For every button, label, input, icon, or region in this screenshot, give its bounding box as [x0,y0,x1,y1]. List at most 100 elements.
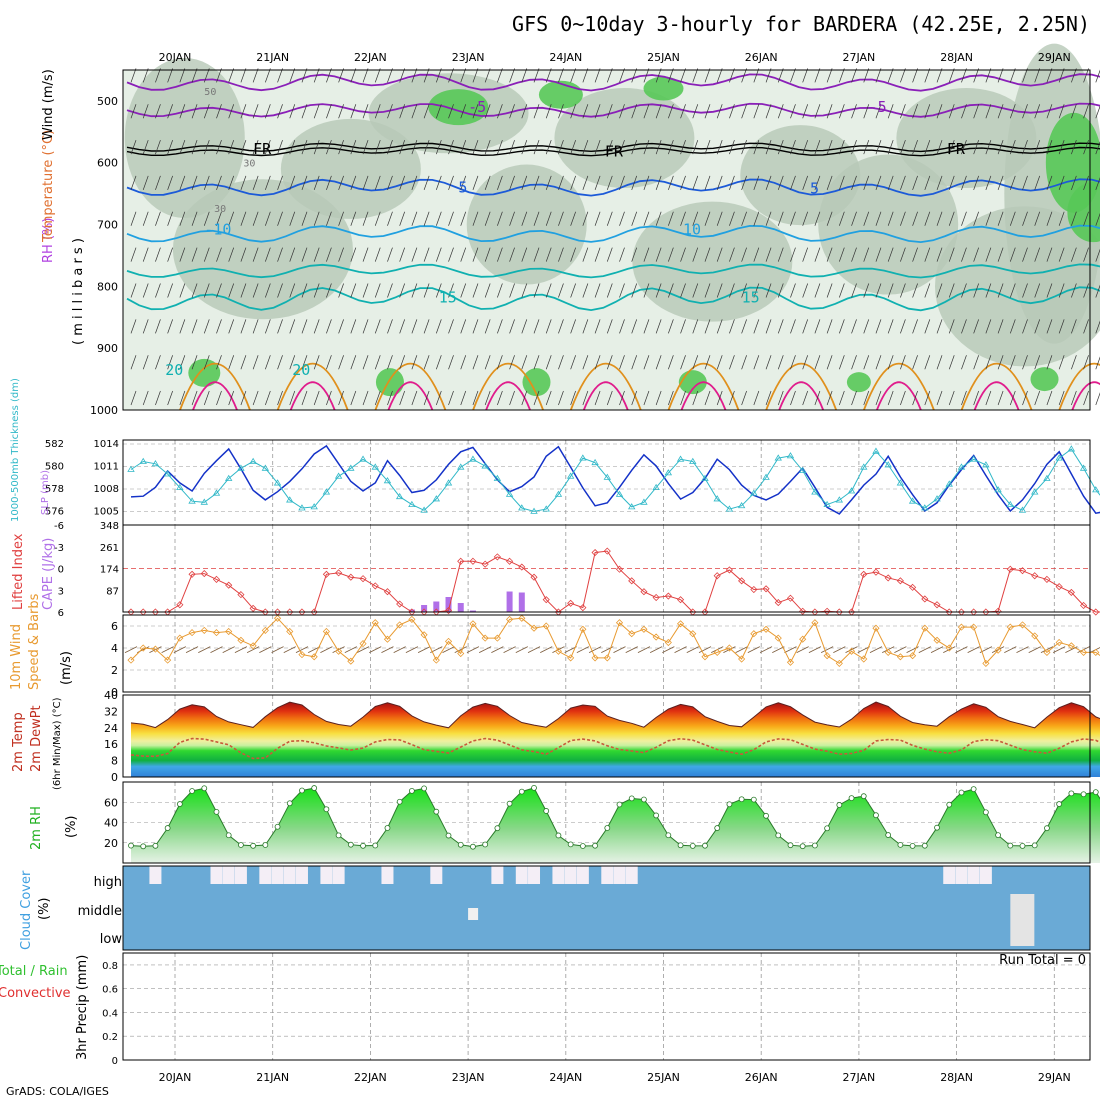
upper-wind-barb [387,355,393,370]
upper-wind-barb [1022,355,1028,370]
upper-wind-barb [1022,247,1028,262]
wind-labels: 10m Wind Speed & Barbs (m/s) [9,593,74,690]
cloud-level-high: high [94,875,122,890]
cloud-clear [332,866,345,884]
lifted-index-label: Lifted Index [11,533,26,610]
upper-wind-barb [203,68,210,83]
upper-wind-barb [704,283,711,298]
contour-diurnal [374,363,447,411]
upper-wind-barb [142,390,149,406]
contour-diurnal [1058,363,1100,411]
series-point [896,577,904,585]
upper-wind-barb [900,355,906,370]
upper-wind-barb [838,104,845,119]
series-point [835,496,844,503]
upper-wind-barb [924,283,931,298]
contour-diurnal [960,363,1033,411]
wind10-barb [332,646,345,654]
upper-wind-barb [948,319,955,334]
series-point [811,488,819,495]
series-point [494,825,501,832]
upper-wind-barb [460,104,467,119]
upper-wind-barb [240,175,247,191]
upper-wind-barb [606,283,613,298]
upper-wind-barb [533,283,540,298]
contour-label: -5 [869,98,887,116]
series-point [750,796,757,803]
upper-wind-barb [435,68,442,83]
upper-wind-barb [741,247,747,262]
upper-wind-barb [191,283,198,298]
upper-wind-barb [509,68,515,83]
series-point [994,646,1002,654]
upper-wind-barb [252,68,259,83]
slp-labels: 1000-500mb Thickness (dm) SLP (mb) [10,378,51,522]
upper-wind-barb [326,319,332,334]
wind10-barb [723,646,736,654]
upper-wind-barb [252,211,259,226]
upper-wind-barb [472,319,479,334]
upper-wind-barb [753,247,760,262]
upper-wind-barb [668,390,674,406]
upper-wind-barb [509,211,515,226]
contour-10 [126,224,1100,244]
wind10-barb [271,646,284,654]
upper-wind-barb [399,175,406,191]
upper-wind-barb [399,283,406,298]
upper-wind-barb [753,211,760,226]
series-point [823,500,831,507]
upper-wind-barb [777,355,784,370]
wind10-barb [503,646,516,654]
upper-wind-barb [167,247,173,262]
wind10-barb [466,646,480,654]
upper-wind-barb [435,319,442,334]
upper-wind-barb [1071,390,1077,406]
upper-wind-barb [704,104,711,119]
series-point [812,842,818,849]
upper-wind-barb [790,390,796,406]
upper-wind-barb [741,390,747,406]
upper-wind-barb [851,211,857,226]
upper-wind-barb [753,319,760,334]
wind10-barb [344,646,358,654]
upper-wind-barb [692,283,699,298]
upper-wind-barb [179,68,186,83]
upper-wind-barb [545,104,552,119]
series-point [933,601,941,609]
contour-diurnal-hot [778,381,825,411]
series-point [469,620,477,628]
wind10-barb [588,646,602,654]
precip-labels: Total / Rain Convective 3hr Precip (mm) … [0,953,1086,1060]
series-point [872,568,880,576]
series-point [567,841,574,848]
upper-wind-barb [1071,283,1077,298]
series-point [1092,789,1099,796]
upper-wind-barb [985,211,992,226]
series-point [1055,638,1063,647]
upper-wind-barb [826,68,833,83]
series-point [176,601,184,609]
upper-wind-barb [594,104,601,119]
upper-wind-barb [765,390,772,406]
upper-wind-barb [326,68,332,83]
upper-wind-barb [374,139,381,155]
series-point [286,800,293,807]
upper-wind-barb [448,68,454,83]
upper-wind-barb [924,175,931,191]
upper-wind-barb [973,355,979,370]
upper-wind-barb [399,390,406,406]
upper-wind-barb [423,68,430,83]
cloud-clear [271,866,284,884]
upper-wind-barb [863,283,870,298]
temp-ytick: 24 [104,722,118,735]
series-point [957,463,966,470]
series-point [615,565,624,573]
wind10-barb [955,646,968,654]
cloud-level-low: low [100,932,123,947]
cloud-clear [601,866,614,884]
upper-wind-barb [533,104,540,119]
upper-wind-barb [1058,139,1065,155]
series-point [896,653,904,661]
upper-wind-barb [594,355,601,370]
contour-15a [126,263,1100,279]
